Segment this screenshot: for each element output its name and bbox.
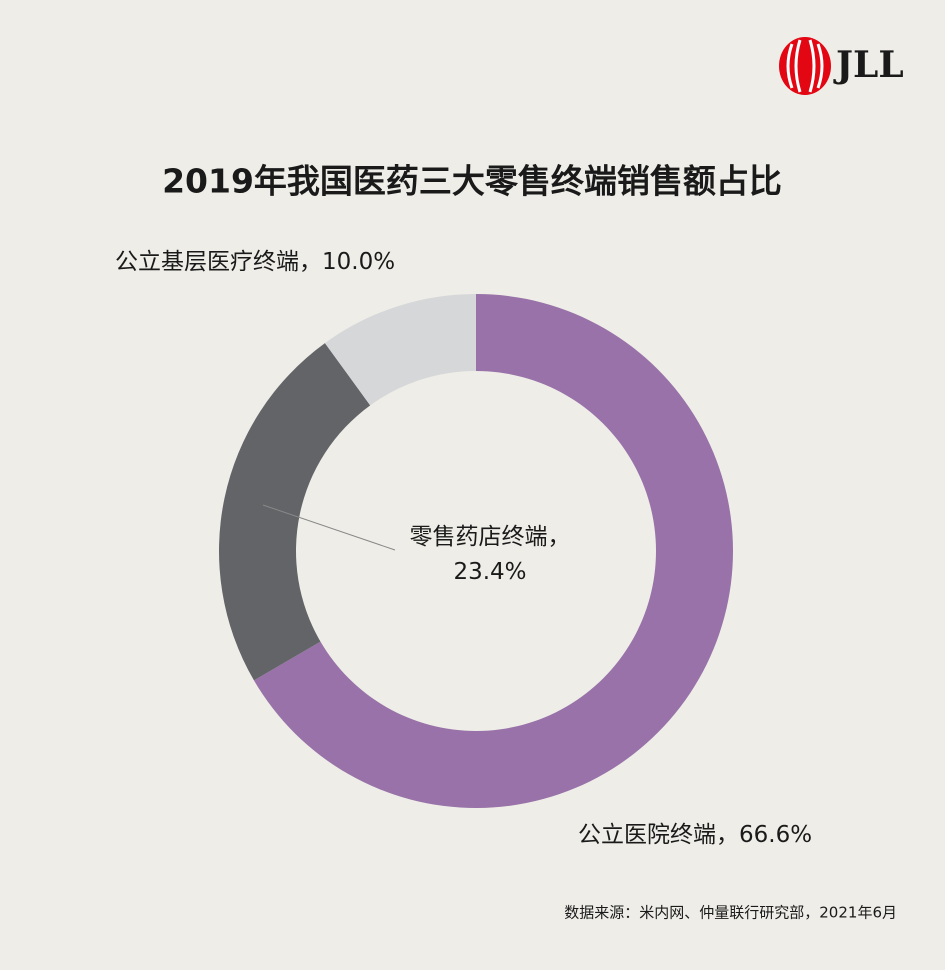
- label-value: 23.4%: [453, 559, 526, 585]
- label-category: 公立基层医疗终端: [115, 249, 299, 275]
- label-category: 零售药店终端: [410, 524, 548, 550]
- data-label: 公立医院终端，66.6%: [578, 822, 812, 848]
- chart-title: 2019年我国医药三大零售终端销售额占比: [162, 162, 782, 201]
- data-label: 23.4%: [453, 559, 526, 585]
- label-value: 10.0%: [322, 249, 395, 275]
- leader-line: [262, 504, 396, 551]
- label-separator: ，: [299, 249, 322, 275]
- logo: JLL: [779, 37, 904, 95]
- data-label: 零售药店终端，: [410, 524, 571, 550]
- donut-segment: [219, 343, 371, 681]
- label-separator: ，: [548, 524, 571, 550]
- label-separator: ，: [716, 822, 739, 848]
- donut-segment: [324, 294, 476, 406]
- logo-stripes: [786, 39, 824, 93]
- label-category: 公立医院终端: [578, 822, 716, 848]
- source-note: 数据来源：米内网、仲量联行研究部，2021年6月: [564, 904, 897, 922]
- logo-mark: [779, 37, 831, 95]
- donut-segment: [253, 294, 733, 808]
- logo-text: JLL: [833, 44, 904, 86]
- label-value: 66.6%: [739, 822, 812, 848]
- data-label: 公立基层医疗终端，10.0%: [115, 249, 395, 275]
